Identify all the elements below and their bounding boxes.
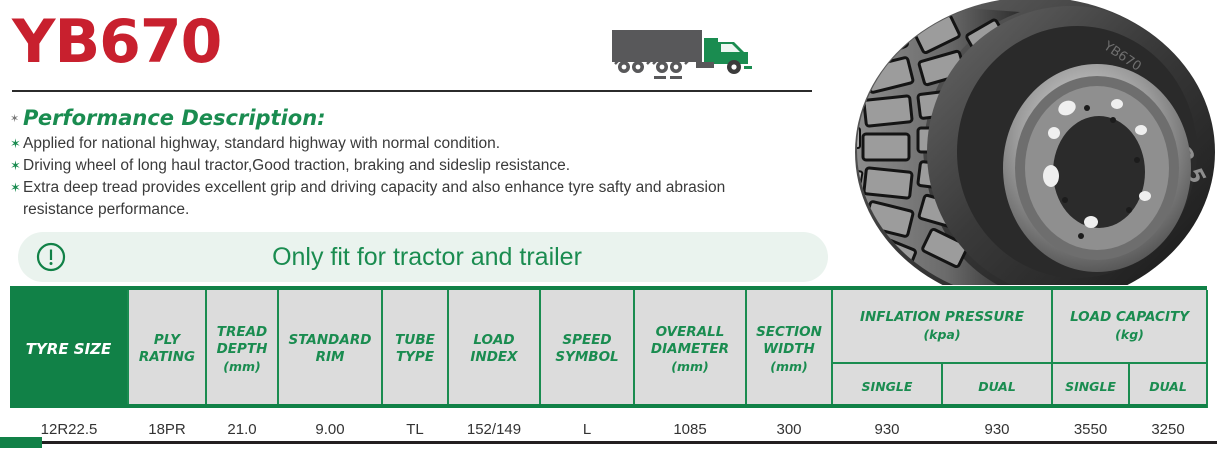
col-header-overall-diameter-unit: (mm) xyxy=(671,358,709,374)
col-header-load-index-line2: INDEX xyxy=(470,349,518,365)
col-header-load-capacity-title: LOAD CAPACITY xyxy=(1070,309,1189,325)
tyre-photo: 12R22.5 YB670 xyxy=(845,0,1215,285)
star-bullet-icon: ✶ xyxy=(10,136,21,151)
col-header-inflation-pressure: INFLATION PRESSURE (kpa) xyxy=(830,290,1054,364)
performance-item: ✶ Driving wheel of long haul tractor,Goo… xyxy=(10,155,830,177)
col-header-load-capacity: LOAD CAPACITY (kg) xyxy=(1051,290,1209,364)
star-bullet-icon: ✶ xyxy=(10,180,21,195)
col-header-speed-symbol: SPEED SYMBOL xyxy=(539,290,635,408)
cell-overall-diameter: 1085 xyxy=(634,408,746,450)
title-divider xyxy=(12,90,812,92)
col-header-inflation-dual: DUAL xyxy=(940,363,1054,408)
col-header-tube-type-line1: TUBE xyxy=(395,332,435,348)
specification-table: TYRE SIZE PLY RATING TREAD DEPTH (mm) ST… xyxy=(10,290,1209,450)
col-header-overall-diameter: OVERALL DIAMETER (mm) xyxy=(633,290,747,408)
performance-item: ✶ Extra deep tread provides excellent gr… xyxy=(10,177,830,199)
col-header-tread-depth-line1: TREAD xyxy=(216,323,268,340)
performance-description: ✶ Performance Description: ✶ Applied for… xyxy=(10,105,830,221)
performance-item-continuation: resistance performance. xyxy=(23,201,190,218)
performance-item: ✶ Applied for national highway, standard… xyxy=(10,133,830,155)
col-header-load-capacity-unit: (kg) xyxy=(1115,327,1144,342)
col-header-inflation-pressure-title: INFLATION PRESSURE xyxy=(859,309,1025,325)
col-header-load-index-line1: LOAD xyxy=(473,332,515,348)
col-header-ply-rating: PLY RATING xyxy=(127,290,207,408)
col-header-inflation-single: SINGLE xyxy=(831,363,943,408)
performance-heading: Performance Description: xyxy=(23,106,326,130)
performance-item-text: Driving wheel of long haul tractor,Good … xyxy=(23,157,571,174)
performance-item-text: Applied for national highway, standard h… xyxy=(23,135,501,152)
col-header-tread-depth-unit: (mm) xyxy=(223,358,261,374)
performance-heading-row: ✶ Performance Description: xyxy=(10,105,830,133)
col-header-section-width: SECTION WIDTH (mm) xyxy=(745,290,833,408)
truck-icon xyxy=(608,26,758,82)
col-header-speed-symbol-line1: SPEED xyxy=(562,332,612,348)
col-header-tube-type-line2: TYPE xyxy=(395,349,435,365)
col-header-tube-type: TUBE TYPE xyxy=(381,290,449,408)
col-header-ply-rating-line2: RATING xyxy=(138,349,196,365)
col-header-inflation-pressure-unit: (kpa) xyxy=(923,327,961,342)
table-header-bottom-border xyxy=(10,404,1207,408)
table-header-row-group: TYRE SIZE PLY RATING TREAD DEPTH (mm) ST… xyxy=(10,290,1209,408)
col-header-standard-rim-line2: RIM xyxy=(315,349,345,365)
col-header-load-index: LOAD INDEX xyxy=(447,290,541,408)
col-header-section-width-line1: SECTION xyxy=(756,323,822,340)
col-header-speed-symbol-line2: SYMBOL xyxy=(555,349,619,365)
table-top-border xyxy=(10,286,1207,290)
col-header-tread-depth: TREAD DEPTH (mm) xyxy=(205,290,279,408)
footer-accent-block xyxy=(0,437,42,448)
col-header-load-single: SINGLE xyxy=(1051,363,1131,408)
page-title: YB670 xyxy=(12,7,222,77)
footer-divider xyxy=(0,441,1217,444)
performance-item-text: Extra deep tread provides excellent grip… xyxy=(23,179,726,196)
star-bullet-icon: ✶ xyxy=(10,113,20,125)
col-header-section-width-line2: WIDTH xyxy=(763,340,815,357)
exclamation-circle-icon xyxy=(36,242,66,272)
fitment-notice-banner: Only fit for tractor and trailer xyxy=(18,232,828,282)
col-header-load-dual: DUAL xyxy=(1128,363,1209,408)
fitment-notice-text: Only fit for tractor and trailer xyxy=(272,242,582,271)
col-header-tyre-size: TYRE SIZE xyxy=(10,290,128,408)
col-header-ply-rating-line1: PLY xyxy=(153,332,181,348)
star-bullet-icon: ✶ xyxy=(10,158,21,173)
col-header-tread-depth-line2: DEPTH xyxy=(216,340,268,357)
col-header-section-width-unit: (mm) xyxy=(770,358,808,374)
table-header: TYRE SIZE PLY RATING TREAD DEPTH (mm) ST… xyxy=(10,290,1209,408)
col-header-overall-diameter-line2: DIAMETER xyxy=(650,340,730,357)
table-subheader-row: SINGLE DUAL SINGLE DUAL xyxy=(10,363,1209,408)
col-header-overall-diameter-line1: OVERALL xyxy=(655,323,725,340)
col-header-standard-rim: STANDARD RIM xyxy=(277,290,383,408)
col-header-standard-rim-line1: STANDARD xyxy=(288,332,372,348)
